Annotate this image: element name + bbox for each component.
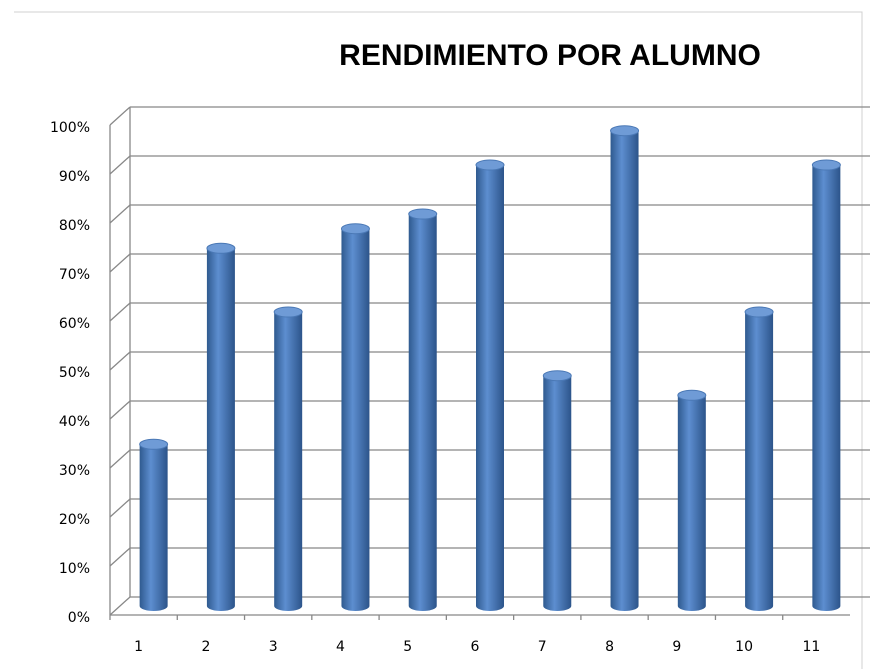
x-tick-label: 10 xyxy=(735,639,753,655)
y-tick-label: 50% xyxy=(59,365,90,381)
y-tick-label: 70% xyxy=(59,267,90,283)
bar xyxy=(677,390,706,611)
bar-top xyxy=(206,242,236,254)
x-tick-label: 8 xyxy=(605,639,614,655)
y-tick-label: 100% xyxy=(50,120,90,136)
x-tick-label: 4 xyxy=(336,639,345,655)
bar xyxy=(274,307,303,611)
y-tick-label: 20% xyxy=(59,512,90,528)
bar-top xyxy=(744,306,774,318)
chart-title: RENDIMIENTO POR ALUMNO xyxy=(339,39,761,72)
grid-line xyxy=(109,400,131,420)
grid-line xyxy=(109,596,131,616)
x-tick-label: 7 xyxy=(538,639,547,655)
bar-top xyxy=(340,223,370,235)
x-tick-label: 11 xyxy=(802,639,820,655)
bar-top xyxy=(811,159,841,171)
bar xyxy=(206,243,235,611)
bar xyxy=(543,370,572,611)
grid-line xyxy=(109,498,131,518)
bar xyxy=(812,160,841,611)
x-tick-label: 5 xyxy=(403,639,412,655)
bar xyxy=(341,223,370,611)
bar xyxy=(408,209,437,611)
bar-top xyxy=(273,306,303,318)
grid-line xyxy=(109,253,131,273)
x-tick-label: 1 xyxy=(134,639,143,655)
y-tick-label: 90% xyxy=(59,169,90,185)
grid-line xyxy=(109,547,131,567)
y-tick-label: 10% xyxy=(59,561,90,577)
bar-top xyxy=(408,208,438,220)
y-tick-label: 60% xyxy=(59,316,90,332)
grid-line xyxy=(109,204,131,224)
bar-top xyxy=(475,159,505,171)
bar-top xyxy=(610,125,640,137)
bar xyxy=(139,439,168,611)
bar-top xyxy=(139,438,169,450)
bar-top xyxy=(542,370,572,382)
y-tick-label: 0% xyxy=(68,610,90,626)
x-tick-label: 6 xyxy=(471,639,480,655)
grid-line xyxy=(109,351,131,371)
y-tick-label: 80% xyxy=(59,218,90,234)
grid-line xyxy=(109,106,131,126)
bar xyxy=(745,307,774,611)
grid-line xyxy=(109,155,131,175)
bar xyxy=(476,160,504,611)
x-tick-label: 9 xyxy=(672,639,681,655)
bar xyxy=(610,125,639,611)
grid-line xyxy=(109,302,131,322)
x-tick-label: 2 xyxy=(201,639,210,655)
y-tick-label: 30% xyxy=(59,463,90,479)
bar-top xyxy=(677,389,707,401)
x-tick-label: 3 xyxy=(269,639,278,655)
grid-line xyxy=(109,449,131,469)
y-tick-label: 40% xyxy=(59,414,90,430)
